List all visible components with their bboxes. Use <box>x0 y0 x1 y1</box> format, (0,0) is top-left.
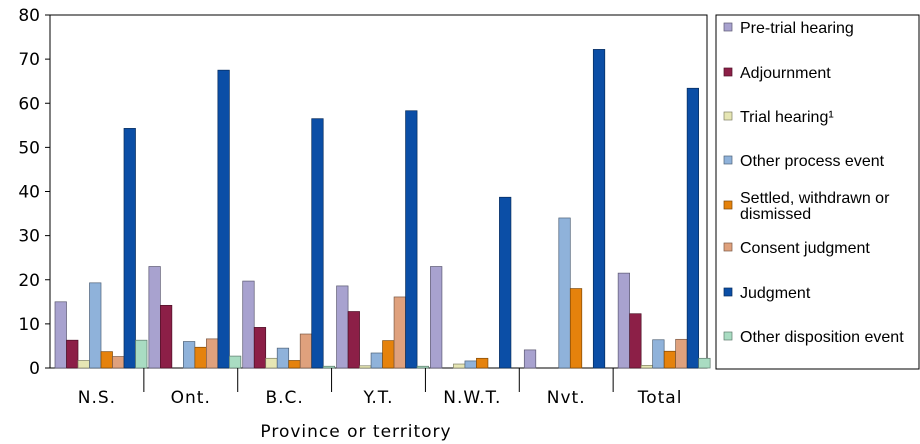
bar <box>359 365 372 369</box>
x-tick-label: Nvt. <box>547 388 586 408</box>
bar <box>336 285 349 369</box>
bar <box>123 128 136 369</box>
legend-swatch <box>723 331 733 341</box>
bar <box>523 349 537 369</box>
bar <box>640 365 653 369</box>
bars <box>54 49 711 369</box>
legend-label: Settled, withdrawn or dismissed <box>740 190 890 223</box>
bar <box>430 266 443 369</box>
legend-swatch <box>723 155 733 165</box>
bar <box>206 338 219 369</box>
bar <box>265 357 278 369</box>
bar <box>675 338 688 369</box>
legend-label: Trial hearing¹ <box>740 109 834 126</box>
legend-swatch <box>723 22 733 32</box>
x-tick-label: B.C. <box>265 388 303 408</box>
bar <box>217 69 230 369</box>
legend: Pre-trial hearing Adjournment Trial hearin… <box>715 14 920 370</box>
legend-label: Adjournment <box>740 65 831 82</box>
legend-swatch <box>723 200 733 210</box>
x-tick-label: Y.T. <box>362 388 393 408</box>
legend-label: Other disposition event <box>740 329 904 346</box>
bar <box>652 339 665 369</box>
legend-box <box>715 14 920 370</box>
x-axis: N.S. Ont. B.C. Y.T. N.W.T. Nvt. Total <box>78 368 683 408</box>
bar <box>405 110 418 369</box>
bar <box>464 360 477 369</box>
bar <box>382 340 395 369</box>
bar <box>288 360 301 369</box>
bar <box>194 346 207 369</box>
legend-swatch <box>723 287 733 297</box>
bar <box>663 350 676 369</box>
bar <box>416 365 429 369</box>
bar <box>229 355 242 369</box>
bar <box>686 87 699 369</box>
bar <box>698 357 711 369</box>
legend-label: Consent judgment <box>740 240 870 257</box>
bar <box>592 49 606 369</box>
bar <box>276 347 290 369</box>
y-tick-label: 30 <box>18 227 40 247</box>
bar <box>499 196 512 369</box>
bar <box>558 217 571 369</box>
bar <box>77 360 90 369</box>
bar <box>253 327 267 369</box>
x-axis-label: Province or territory <box>260 422 451 442</box>
x-tick-label: Ont. <box>171 388 211 408</box>
bar <box>100 351 113 369</box>
bar <box>135 339 148 369</box>
y-tick-label: 40 <box>18 183 40 203</box>
bar <box>66 339 79 369</box>
y-tick-label: 50 <box>18 138 40 158</box>
y-tick-label: 0 <box>29 359 40 379</box>
y-tick-label: 10 <box>18 315 40 335</box>
bar <box>629 313 642 369</box>
legend-label: Judgment <box>740 285 811 302</box>
legend-swatch <box>723 242 733 252</box>
y-tick-label: 20 <box>18 271 40 291</box>
legend-label: Other process event <box>740 153 885 170</box>
bar <box>476 357 489 369</box>
x-tick-label: N.S. <box>78 388 116 408</box>
bar <box>160 304 173 369</box>
bar <box>322 365 336 369</box>
bar <box>242 280 255 369</box>
y-tick-label: 70 <box>18 50 40 70</box>
bar <box>89 282 102 369</box>
bar <box>311 118 324 369</box>
y-tick-label: 80 <box>18 6 40 26</box>
bar <box>54 301 67 369</box>
legend-swatch <box>723 111 733 121</box>
bar <box>569 288 583 369</box>
legend-swatch <box>723 67 733 77</box>
bar <box>617 272 630 369</box>
bar <box>112 356 125 369</box>
x-tick-label: N.W.T. <box>443 388 501 408</box>
bar <box>148 266 161 369</box>
y-tick-label: 60 <box>18 94 40 114</box>
bar <box>183 341 196 369</box>
x-tick-label: Total <box>637 388 683 408</box>
legend-label: Pre-trial hearing <box>740 20 854 37</box>
bar <box>453 363 466 369</box>
bar <box>393 296 406 369</box>
bar <box>370 352 383 369</box>
bar <box>299 333 313 369</box>
bar <box>347 311 360 369</box>
